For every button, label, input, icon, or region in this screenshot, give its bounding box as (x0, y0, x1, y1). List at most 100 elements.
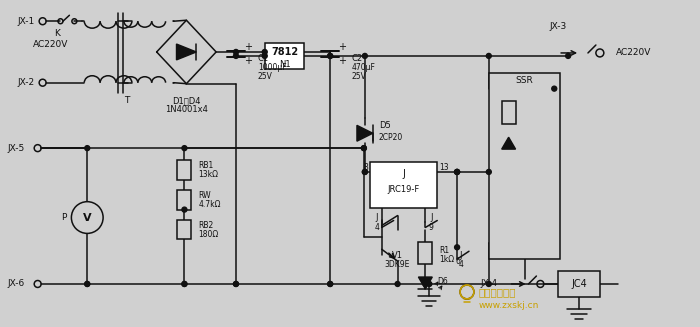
Circle shape (486, 53, 491, 59)
Circle shape (363, 169, 368, 174)
Circle shape (182, 282, 187, 286)
Circle shape (85, 282, 90, 286)
Text: J: J (430, 213, 433, 222)
Bar (178, 190, 191, 210)
Circle shape (454, 169, 460, 174)
Polygon shape (357, 125, 373, 141)
Polygon shape (502, 137, 516, 149)
Text: P: P (61, 213, 66, 222)
Text: JX-3: JX-3 (550, 22, 567, 31)
Text: D5: D5 (379, 121, 391, 130)
Circle shape (85, 146, 90, 151)
Text: JX-6: JX-6 (8, 280, 25, 288)
Circle shape (454, 169, 460, 174)
Text: 4: 4 (374, 223, 379, 232)
Text: 7812: 7812 (271, 47, 298, 57)
Text: AC220V: AC220V (33, 40, 69, 48)
Text: JRC19-F: JRC19-F (387, 185, 420, 194)
Circle shape (328, 282, 332, 286)
Circle shape (182, 282, 187, 286)
Circle shape (363, 169, 368, 174)
Circle shape (71, 202, 103, 233)
Text: AC220V: AC220V (616, 48, 651, 58)
Bar (502, 100, 516, 124)
Text: JC4: JC4 (571, 279, 587, 289)
Text: V: V (83, 213, 92, 223)
Text: 1N4001x4: 1N4001x4 (165, 105, 208, 114)
Text: www.zxskj.cn: www.zxskj.cn (479, 301, 539, 310)
Bar (489, 73, 560, 259)
Text: 8: 8 (363, 164, 368, 172)
Circle shape (454, 169, 460, 174)
Text: 13: 13 (439, 164, 449, 172)
Circle shape (460, 285, 474, 299)
Text: 中学生科技网: 中学生科技网 (479, 287, 517, 297)
Text: R1: R1 (439, 246, 449, 255)
Circle shape (234, 282, 239, 286)
Circle shape (262, 53, 267, 59)
Text: 25V: 25V (258, 72, 273, 81)
Circle shape (363, 53, 368, 59)
Circle shape (262, 49, 267, 54)
Text: 180Ω: 180Ω (198, 230, 218, 239)
Circle shape (361, 146, 366, 151)
Text: 1000μF: 1000μF (258, 63, 286, 72)
Text: 6: 6 (456, 257, 461, 266)
Text: J: J (402, 169, 405, 179)
Bar (178, 160, 191, 180)
Circle shape (423, 282, 428, 286)
Text: 4.7kΩ: 4.7kΩ (198, 200, 220, 209)
Text: K: K (55, 29, 60, 38)
Circle shape (427, 282, 432, 286)
Bar (178, 219, 191, 239)
Polygon shape (176, 44, 196, 60)
Text: N1: N1 (279, 60, 290, 69)
Text: 1kΩ: 1kΩ (439, 255, 454, 264)
Text: SSR: SSR (516, 76, 533, 85)
Text: JX-5: JX-5 (8, 144, 25, 153)
Circle shape (85, 282, 90, 286)
Text: +: + (244, 56, 252, 66)
Text: D6: D6 (438, 278, 448, 286)
Text: D1～D4: D1～D4 (172, 96, 201, 105)
Text: +: + (244, 42, 252, 52)
Circle shape (182, 146, 187, 151)
Text: C1: C1 (258, 54, 269, 63)
Circle shape (328, 53, 332, 59)
Text: 13kΩ: 13kΩ (198, 170, 218, 180)
Text: +: + (338, 56, 346, 66)
Circle shape (395, 282, 400, 286)
Bar (558, 271, 600, 297)
Bar (419, 242, 433, 264)
Circle shape (486, 169, 491, 174)
Text: V1: V1 (392, 251, 403, 260)
Circle shape (454, 245, 460, 250)
Text: JX-1: JX-1 (18, 17, 35, 26)
Text: 470μF: 470μF (352, 63, 376, 72)
Polygon shape (419, 277, 433, 289)
Text: 9: 9 (429, 223, 434, 232)
Circle shape (552, 86, 556, 91)
Circle shape (566, 53, 570, 59)
Text: JX-2: JX-2 (18, 78, 35, 87)
Text: +: + (338, 42, 346, 52)
Bar (370, 162, 438, 208)
Text: RB2: RB2 (198, 221, 214, 230)
Circle shape (361, 146, 366, 151)
Circle shape (182, 207, 187, 212)
Text: 25V: 25V (352, 72, 367, 81)
Text: 4: 4 (458, 260, 463, 269)
Text: 2CP20: 2CP20 (379, 133, 403, 142)
Text: RB1: RB1 (198, 162, 214, 170)
Circle shape (234, 53, 239, 59)
Text: J: J (375, 213, 378, 222)
Text: J: J (460, 251, 462, 260)
Text: 3DK9E: 3DK9E (385, 260, 410, 269)
Circle shape (460, 285, 474, 299)
Circle shape (234, 282, 239, 286)
Circle shape (486, 282, 491, 286)
Text: RW: RW (198, 191, 211, 200)
Circle shape (328, 53, 332, 59)
Circle shape (328, 282, 332, 286)
Bar (265, 43, 304, 69)
